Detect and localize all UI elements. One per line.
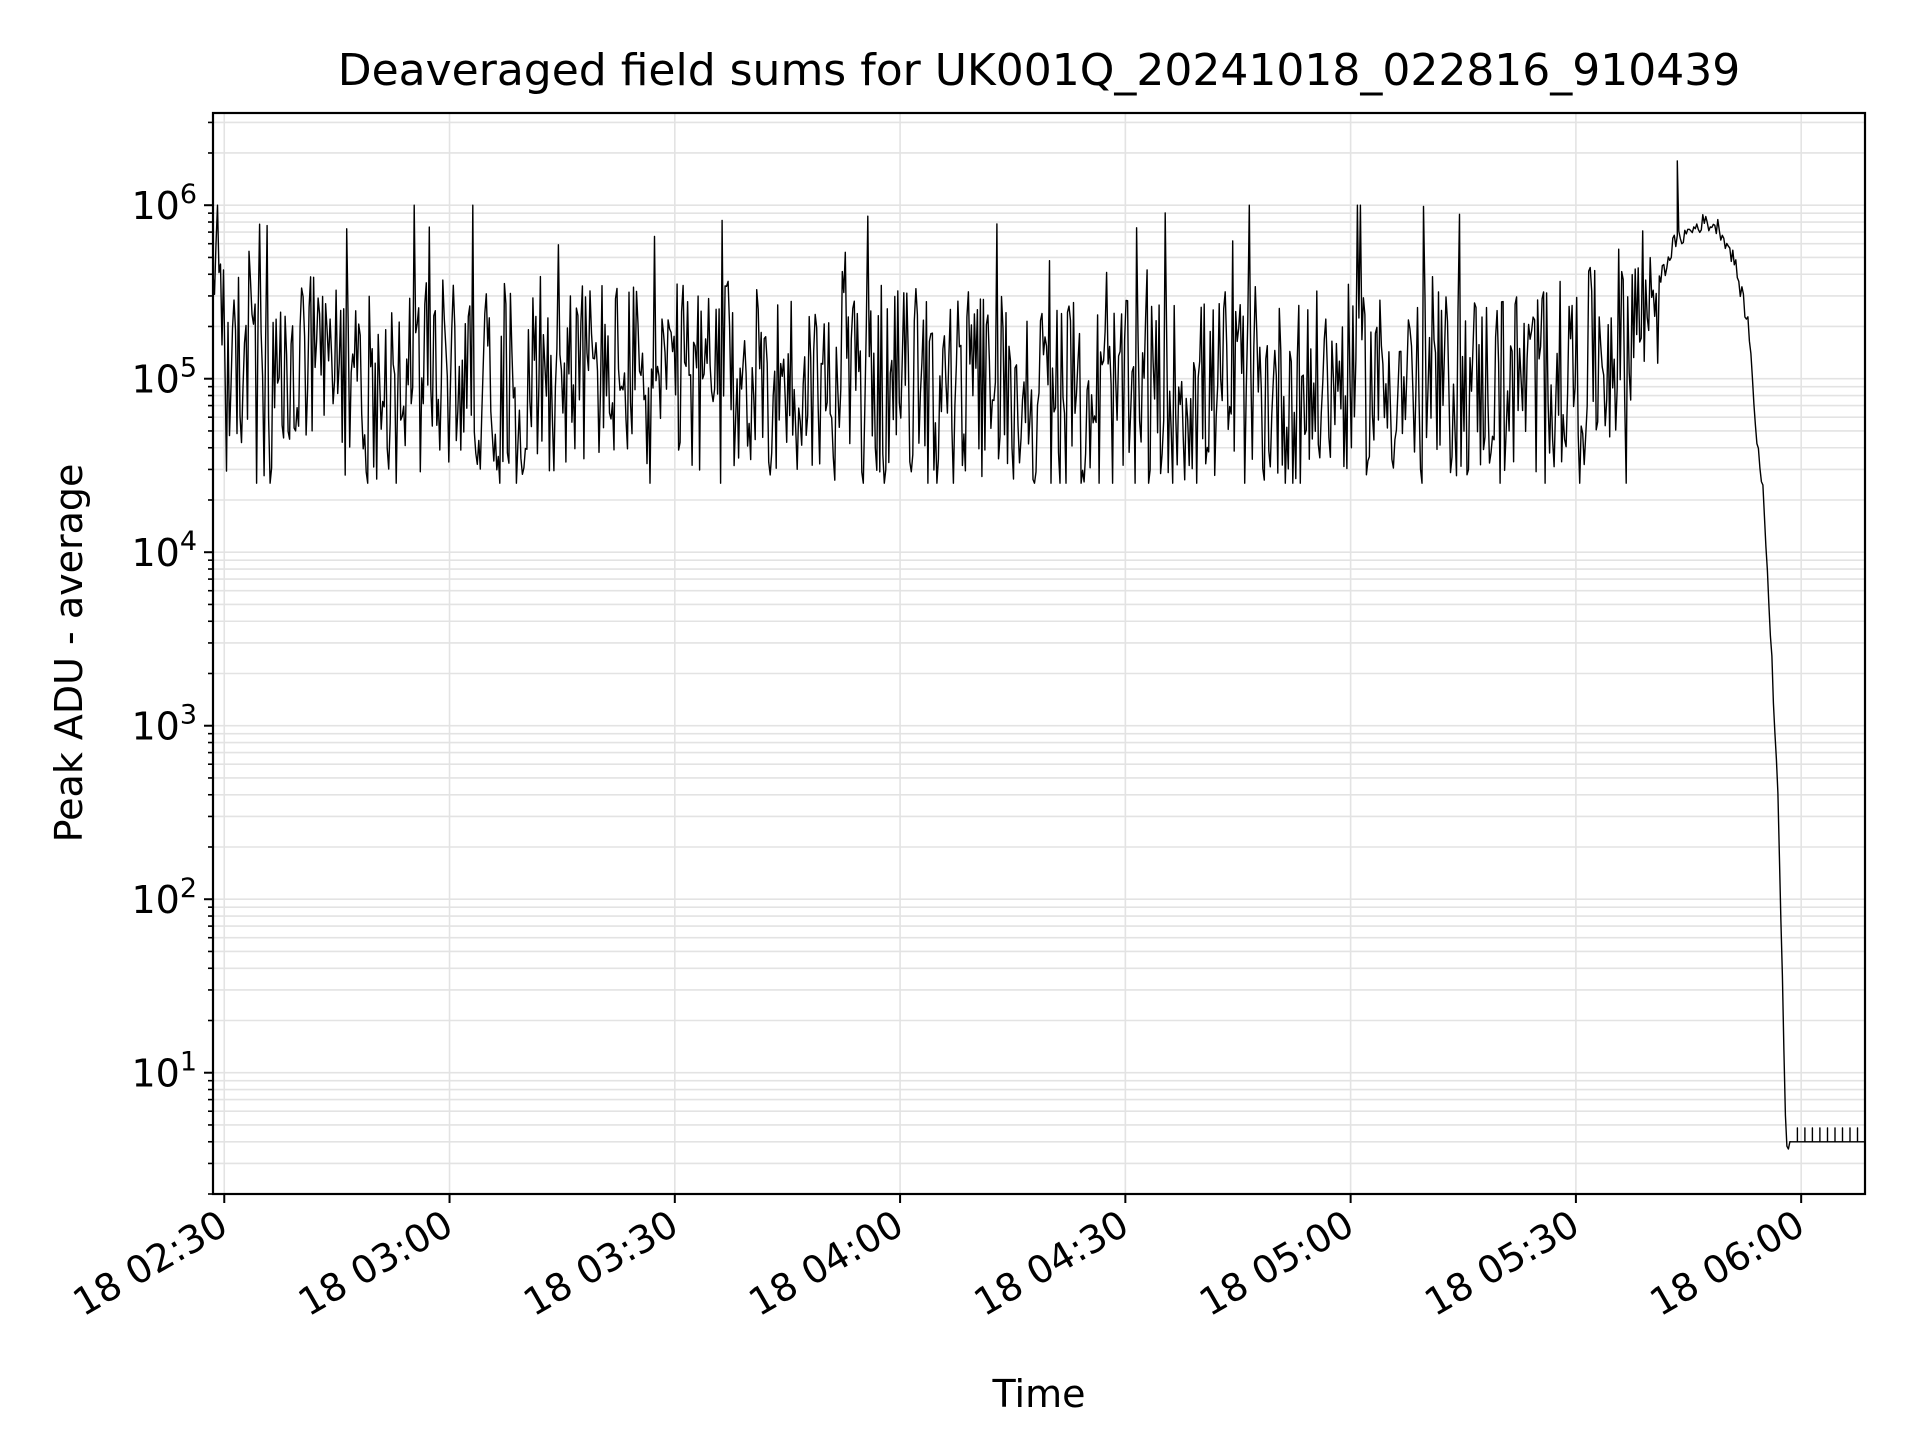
y-tick-label: 105 (131, 353, 197, 402)
y-tick-label: 106 (131, 179, 197, 228)
x-axis-label: Time (992, 1372, 1086, 1416)
y-tick-label: 102 (131, 873, 197, 922)
grid-lines (213, 113, 1865, 1195)
y-axis-label: Peak ADU - average (47, 464, 91, 843)
y-tick-label: 101 (131, 1047, 197, 1096)
y-tick-label: 104 (131, 526, 197, 575)
chart-title: Deaveraged field sums for UK001Q_2024101… (338, 45, 1741, 96)
plot-area-frame (211, 111, 1867, 1196)
data-series-line (212, 160, 1865, 1150)
y-tick-label: 103 (131, 700, 197, 749)
